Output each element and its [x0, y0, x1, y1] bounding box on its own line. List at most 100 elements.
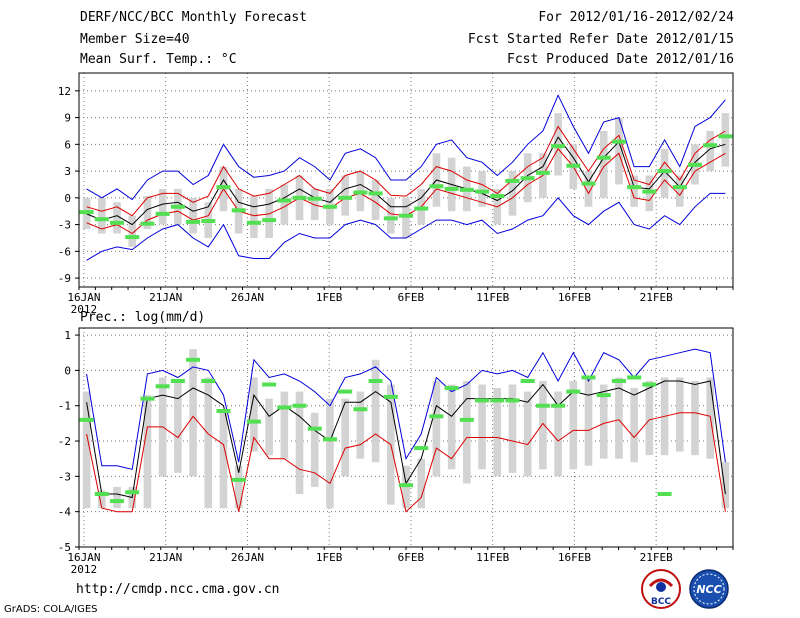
prec-x-tick-label: 11FEB — [476, 551, 509, 564]
prec-spread-box — [630, 388, 638, 463]
prec-spread-box — [478, 384, 486, 470]
produced-date: Fcst Produced Date 2012/01/16 — [507, 52, 734, 67]
temp-median-mark — [490, 194, 505, 199]
temp-median-mark — [657, 169, 672, 174]
prec-y-tick-label: 0 — [64, 364, 71, 377]
prec-x-tick-label: 21FEB — [640, 551, 673, 564]
prec-median-mark — [383, 394, 398, 399]
prec-spread-box — [675, 377, 684, 452]
temp-x-tick-label: 16FEB — [558, 291, 591, 304]
temp-x-year-label: 2012 — [71, 303, 98, 316]
ncc-logo-text: NCC — [696, 583, 721, 596]
prec-spread-box — [341, 398, 349, 477]
temp-median-mark — [429, 184, 444, 189]
temp-median-mark — [459, 187, 474, 192]
prec-median-mark — [459, 417, 474, 422]
temp-median-mark — [262, 218, 277, 223]
temp-median-mark — [399, 213, 413, 218]
temp-median-mark — [140, 221, 155, 226]
start-date: Fcst Started Refer Date 2012/01/15 — [467, 32, 734, 47]
prec-median-mark — [307, 426, 322, 431]
prec-plot-frame — [78, 327, 734, 548]
prec-y-tick-label: -2 — [58, 435, 71, 448]
temp-spread-box — [250, 196, 258, 238]
temp-y-tick-label: 6 — [64, 138, 71, 151]
prec-spread-box — [98, 490, 106, 509]
forecast-period: For 2012/01/16-2012/02/24 — [538, 10, 734, 25]
prec-median-mark — [292, 403, 307, 408]
temp-median-mark — [566, 163, 581, 168]
website-url: http://cmdp.ncc.cma.gov.cn — [76, 582, 280, 597]
prec-median-mark — [551, 403, 566, 408]
temp-spread-box — [128, 215, 137, 247]
prec-spread-box — [569, 380, 578, 470]
temp-spread-box — [98, 197, 106, 234]
temp-series-upper — [86, 125, 726, 217]
temp-plot-frame — [78, 72, 734, 288]
prec-median-mark — [627, 375, 642, 380]
temp-y-tick-label: 3 — [64, 165, 71, 178]
prec-median-mark — [399, 483, 413, 488]
temp-y-tick-label: -9 — [58, 272, 71, 285]
temp-median-mark — [94, 217, 109, 222]
prec-x-tick-label: 21JAN — [149, 551, 182, 564]
prec-spread-box — [432, 380, 441, 477]
temp-median-mark — [186, 219, 201, 224]
grads-credit: GrADS: COLA/IGES — [4, 604, 98, 615]
prec-median-mark — [338, 389, 353, 394]
prec-median-mark — [657, 492, 672, 497]
prec-median-mark — [322, 437, 337, 442]
prec-y-tick-label: -5 — [58, 541, 71, 554]
temp-median-mark — [444, 186, 459, 191]
temp-spread-box — [478, 171, 486, 207]
prec-median-mark — [79, 417, 94, 422]
prec-spread-box — [265, 398, 273, 456]
prec-spread-box — [310, 412, 319, 487]
prec-spread-box — [447, 384, 456, 470]
temp-spread-box — [721, 113, 730, 167]
prec-x-tick-label: 16JAN — [67, 551, 100, 564]
prec-median-mark — [186, 357, 201, 362]
temp-median-mark — [505, 178, 520, 183]
temp-median-mark — [353, 190, 368, 195]
prec-x-tick-label: 6FEB — [398, 551, 425, 564]
temp-median-mark — [687, 162, 702, 167]
temp-spread-box — [584, 171, 593, 207]
prec-spread-box — [326, 398, 334, 509]
prec-median-mark — [262, 382, 277, 387]
temp-median-mark — [368, 191, 383, 196]
prec-median-mark — [429, 414, 444, 419]
precip-title: Prec.: log(mm/d) — [80, 310, 206, 325]
temp-median-mark — [307, 196, 322, 201]
temp-spread-box — [189, 197, 197, 234]
temp-median-mark — [520, 176, 535, 181]
prec-series-max — [86, 348, 726, 470]
prec-x-tick-label: 26JAN — [231, 551, 264, 564]
temp-series-max — [86, 94, 726, 201]
temp-y-tick-label: 0 — [64, 192, 71, 205]
prec-spread-box — [280, 391, 289, 459]
prec-median-mark — [475, 398, 490, 403]
variable-label: Mean Surf. Temp.: °C — [80, 52, 237, 67]
temp-median-mark — [155, 211, 170, 216]
prec-median-mark — [170, 378, 185, 383]
prec-median-mark — [581, 375, 596, 380]
temp-median-mark — [277, 198, 292, 203]
temp-median-mark — [703, 143, 718, 148]
prec-median-mark — [596, 393, 611, 398]
temp-spread-box — [341, 175, 349, 216]
prec-median-mark — [414, 446, 429, 451]
bcc-logo-text: BCC — [651, 597, 671, 607]
temp-y-tick-label: -6 — [58, 245, 71, 258]
temp-median-mark — [338, 195, 353, 200]
prec-spread-box — [234, 465, 243, 509]
temp-spread-box — [371, 180, 380, 221]
prec-median-mark — [201, 378, 216, 383]
prec-x-tick-label: 16FEB — [558, 551, 591, 564]
prec-spread-box — [691, 380, 699, 456]
temp-median-mark — [642, 189, 657, 194]
prec-spread-box — [219, 412, 228, 509]
prec-spread-box — [82, 391, 91, 509]
prec-series-min — [86, 412, 726, 513]
prec-median-mark — [611, 378, 626, 383]
